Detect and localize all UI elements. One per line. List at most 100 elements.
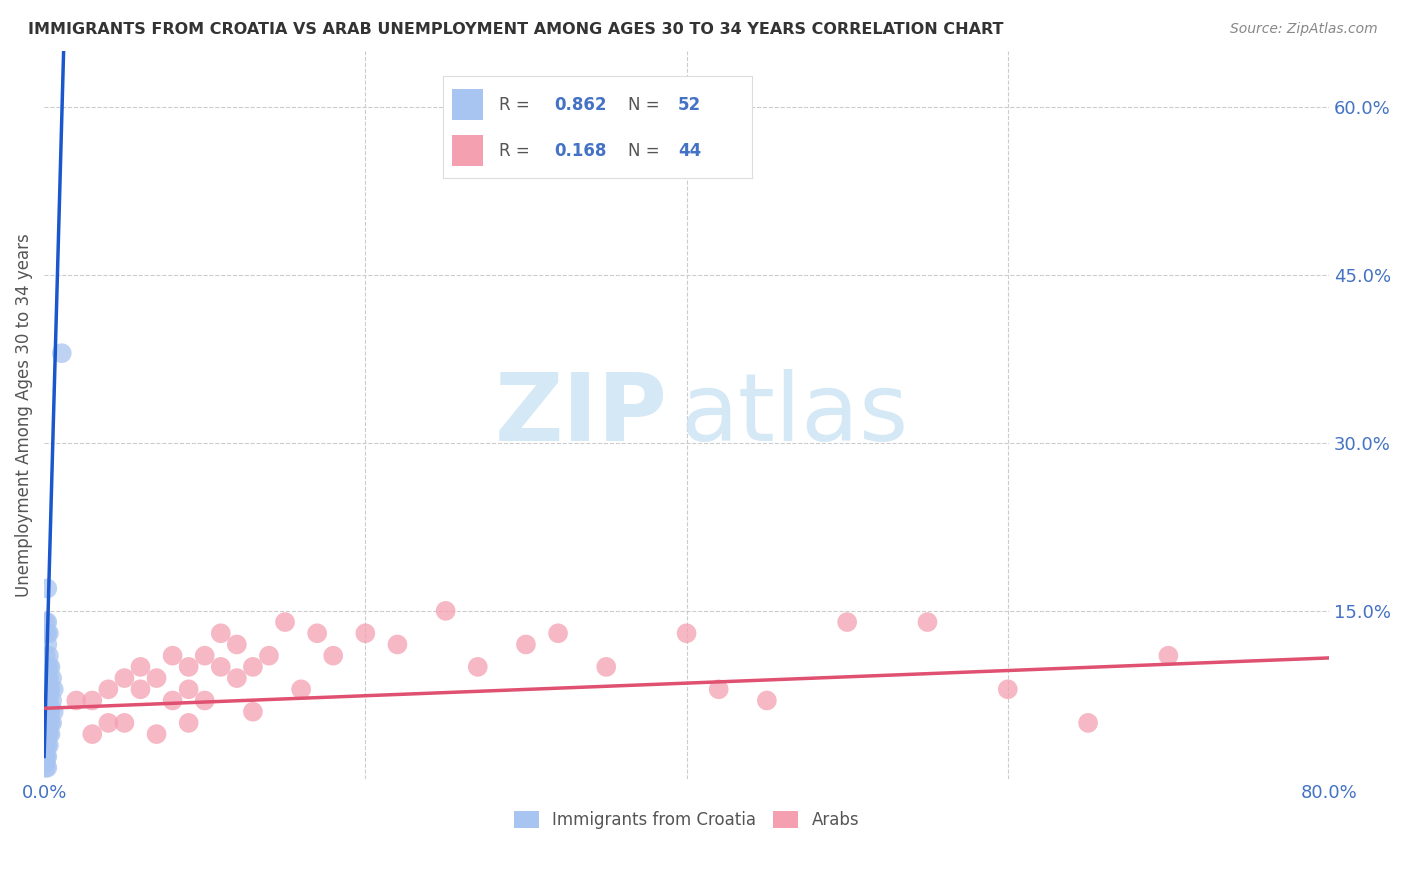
Point xyxy=(38,671,60,685)
Point xyxy=(35,705,58,719)
Point xyxy=(354,626,377,640)
Point xyxy=(37,638,59,652)
Text: N =: N = xyxy=(628,142,659,160)
Point xyxy=(39,705,62,719)
Point xyxy=(242,660,264,674)
Point xyxy=(35,755,58,769)
Point xyxy=(675,626,697,640)
Point xyxy=(162,693,184,707)
Point xyxy=(97,682,120,697)
Point xyxy=(39,682,62,697)
Point xyxy=(38,727,60,741)
Point xyxy=(38,648,60,663)
Point xyxy=(37,660,59,674)
Point xyxy=(37,626,59,640)
Point xyxy=(194,648,217,663)
Point xyxy=(35,682,58,697)
Point xyxy=(1157,648,1180,663)
Point xyxy=(39,660,62,674)
Point xyxy=(37,705,59,719)
Text: N =: N = xyxy=(628,95,659,113)
Text: 0.168: 0.168 xyxy=(554,142,606,160)
Point xyxy=(515,638,537,652)
Point xyxy=(37,761,59,775)
Point xyxy=(41,715,63,730)
Point xyxy=(35,727,58,741)
Point xyxy=(38,682,60,697)
Point xyxy=(37,582,59,596)
Point xyxy=(112,715,135,730)
Point xyxy=(35,761,58,775)
Point xyxy=(37,615,59,629)
Point xyxy=(997,682,1019,697)
Point xyxy=(35,749,58,764)
Point xyxy=(37,682,59,697)
Point xyxy=(38,693,60,707)
Point xyxy=(274,615,297,629)
Point xyxy=(547,626,569,640)
Legend: Immigrants from Croatia, Arabs: Immigrants from Croatia, Arabs xyxy=(508,805,866,836)
Point xyxy=(41,693,63,707)
Text: 44: 44 xyxy=(678,142,702,160)
Text: R =: R = xyxy=(499,142,529,160)
Point xyxy=(225,638,247,652)
Point xyxy=(209,660,232,674)
Point xyxy=(39,727,62,741)
Point xyxy=(38,660,60,674)
Point xyxy=(41,671,63,685)
Text: R =: R = xyxy=(499,95,529,113)
Point xyxy=(209,626,232,640)
Point xyxy=(35,715,58,730)
Point xyxy=(1077,715,1099,730)
Y-axis label: Unemployment Among Ages 30 to 34 years: Unemployment Among Ages 30 to 34 years xyxy=(15,233,32,597)
Point xyxy=(755,693,778,707)
Point xyxy=(434,604,457,618)
Point xyxy=(37,660,59,674)
Point xyxy=(37,727,59,741)
Point xyxy=(38,715,60,730)
Point xyxy=(37,739,59,753)
Point xyxy=(257,648,280,663)
Point xyxy=(177,715,200,730)
Point xyxy=(595,660,617,674)
Point xyxy=(35,626,58,640)
Point xyxy=(82,693,104,707)
Point xyxy=(307,626,329,640)
Point xyxy=(387,638,409,652)
Point xyxy=(162,648,184,663)
Point xyxy=(51,346,73,360)
Text: IMMIGRANTS FROM CROATIA VS ARAB UNEMPLOYMENT AMONG AGES 30 TO 34 YEARS CORRELATI: IMMIGRANTS FROM CROATIA VS ARAB UNEMPLOY… xyxy=(28,22,1004,37)
Point xyxy=(42,682,65,697)
Point xyxy=(225,671,247,685)
Point xyxy=(177,682,200,697)
Point xyxy=(97,715,120,730)
Text: ZIP: ZIP xyxy=(495,368,668,461)
Point xyxy=(35,615,58,629)
Point xyxy=(707,682,730,697)
Point xyxy=(82,727,104,741)
Point xyxy=(290,682,312,697)
Point xyxy=(242,705,264,719)
Point xyxy=(37,715,59,730)
Point xyxy=(37,671,59,685)
Point xyxy=(65,693,87,707)
Text: 52: 52 xyxy=(678,95,702,113)
Point xyxy=(194,693,217,707)
Point xyxy=(39,715,62,730)
Point xyxy=(129,682,152,697)
Point xyxy=(35,755,58,769)
Point xyxy=(837,615,859,629)
Point xyxy=(917,615,939,629)
Point xyxy=(35,648,58,663)
Point xyxy=(35,749,58,764)
Text: 0.862: 0.862 xyxy=(554,95,607,113)
Bar xyxy=(453,136,484,166)
Point xyxy=(37,693,59,707)
Point xyxy=(35,693,58,707)
Point xyxy=(129,660,152,674)
Point xyxy=(112,671,135,685)
Point xyxy=(145,671,167,685)
Point xyxy=(35,749,58,764)
Point xyxy=(37,727,59,741)
Point xyxy=(38,739,60,753)
